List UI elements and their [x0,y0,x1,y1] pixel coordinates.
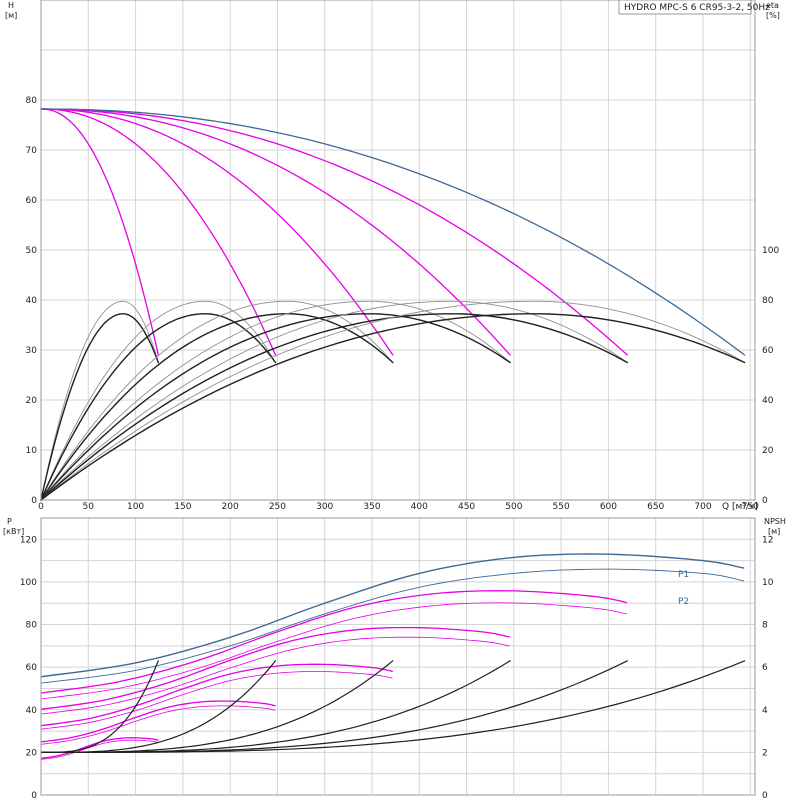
title-box [618,0,752,15]
eta-tick-label: 100 [762,246,779,256]
eta-tick-label: 60 [762,346,774,356]
power-curve-p1 [40,553,745,678]
x-tick-label: 250 [269,502,286,512]
head-curve-1 [40,108,159,356]
x-tick-label: 350 [363,502,380,512]
grid-layer [41,0,755,795]
efficiency-curve-4-thin [40,300,511,501]
head-tick-label: 0 [31,496,37,506]
head-axis-label: H [8,1,14,10]
head-axis-unit: [м] [5,11,17,20]
x-tick-label: 50 [83,502,95,512]
eta-axis-unit: [%] [766,11,780,20]
efficiency-curve-5-thick [40,313,628,501]
power-curve-1-p1 [40,737,159,759]
power-tick-label: 20 [26,748,38,758]
efficiency-curve-6-thin [40,300,746,501]
efficiency-curve-4-thick [40,313,511,501]
power-curve-p2 [40,568,745,684]
efficiency-curve-3-thick [40,313,394,501]
power-tick-label: 0 [31,791,37,800]
power-axis-label: P [7,517,12,526]
x-tick-label: 150 [174,502,191,512]
head-curve-4 [40,108,511,356]
head-tick-label: 40 [26,296,38,306]
npsh-tick-label: 2 [762,748,768,758]
head-tick-label: 80 [26,96,38,106]
chart-title: HYDRO MPC-S 6 CR95-3-2, 50Hz [624,3,770,13]
head-curve-3 [40,108,394,356]
x-tick-label: 400 [411,502,428,512]
x-tick-label: 550 [553,502,570,512]
power-curve-1-p2 [40,739,159,760]
efficiency-curve-3-thin [40,300,394,501]
power-tick-label: 40 [26,706,38,716]
npsh-tick-label: 10 [762,578,774,588]
eta-tick-label: 0 [762,496,768,506]
x-tick-label: 300 [316,502,333,512]
npsh-curve-6 [40,660,746,753]
efficiency-curve-5-thin [40,300,628,501]
efficiency-curve-2-thin [40,300,276,501]
power-curve-2-p2 [40,705,276,745]
npsh-curve-3 [40,660,394,753]
eta-axis-label: eta [766,1,779,10]
power-curve-3-p1 [40,663,393,727]
x-tick-label: 500 [505,502,522,512]
power-curve-3-p2 [40,671,393,730]
head-tick-label: 60 [26,196,38,206]
npsh-axis-unit: [м] [768,527,780,536]
x-tick-label: 200 [222,502,239,512]
head-tick-label: 30 [26,346,38,356]
head-curve-6 [40,108,746,356]
efficiency-curve-1-thin [40,300,159,501]
x-tick-label: 700 [694,502,711,512]
eta-tick-label: 20 [762,446,774,456]
head-tick-label: 20 [26,396,38,406]
efficiency-curve-1-thick [40,313,159,501]
npsh-tick-label: 6 [762,663,768,673]
x-tick-label: 600 [600,502,617,512]
npsh-curve-5 [40,660,628,753]
curve-layer [40,108,746,760]
power-tick-label: 60 [26,663,38,673]
npsh-axis-label: NPSH [764,517,786,526]
head-curve-2 [40,108,277,356]
npsh-tick-label: 12 [762,535,773,545]
power-curve-5-p2 [40,602,627,700]
power-curve-5-p1 [40,590,628,694]
x-tick-label: 100 [127,502,144,512]
efficiency-curve-2-thick [40,313,277,501]
x-tick-label: 750 [742,502,759,512]
npsh-tick-label: 0 [762,791,768,800]
flow-axis-label: Q [м³/ч] [722,502,758,512]
frame-layer [40,0,756,796]
head-tick-label: 50 [26,246,38,256]
power-tick-label: 100 [20,578,37,588]
npsh-tick-label: 8 [762,621,768,631]
power-tick-label: 120 [20,535,37,545]
power-curve-2-p1 [40,700,276,743]
power-curve-4-p1 [40,626,511,710]
x-tick-label: 450 [458,502,475,512]
head-tick-label: 70 [26,146,38,156]
eta-tick-label: 80 [762,296,774,306]
head-tick-label: 10 [26,446,38,456]
label-layer: HYDRO MPC-S 6 CR95-3-2, 50Hz H [м] eta [… [3,0,786,800]
x-tick-label: 0 [38,502,44,512]
x-tick-label: 650 [647,502,664,512]
series-label-p2: P2 [678,597,689,607]
power-axis-unit: [кВт] [3,527,24,536]
npsh-tick-label: 4 [762,706,768,716]
head-curve-5 [40,108,628,356]
power-curve-4-p2 [40,636,510,715]
eta-tick-label: 40 [762,396,774,406]
top-panel-frame [40,0,756,501]
power-tick-label: 80 [26,621,38,631]
bottom-panel-frame [40,517,756,796]
series-label-p1: P1 [678,570,689,580]
efficiency-curve-6-thick [40,313,746,501]
